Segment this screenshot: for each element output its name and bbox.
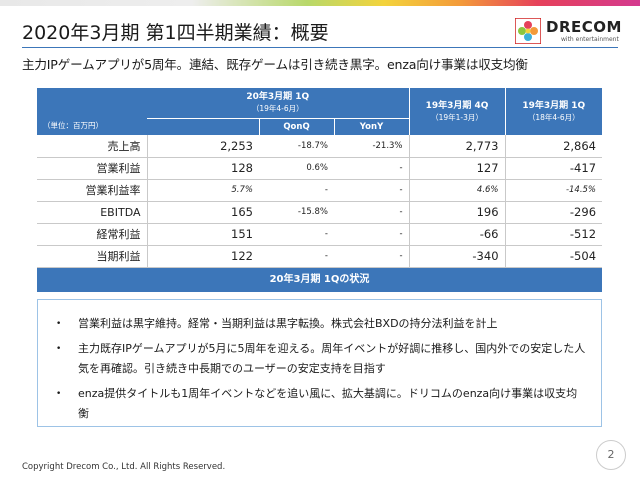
prev-year-value: -504 (504, 245, 603, 268)
row-label: 売上高 (37, 135, 147, 158)
current-value: 5.7% (146, 179, 259, 202)
prev-year-value: -296 (504, 201, 603, 224)
yony-value: - (334, 223, 410, 246)
yony-value: -21.3% (334, 135, 410, 158)
header-prev-quarter-label: 19年3月期 4Q (425, 100, 489, 111)
status-bullet-box: 営業利益は黒字維持。経常・当期利益は黒字転換。株式会社BXDの持分法利益を計上 … (37, 299, 602, 427)
qonq-value: - (259, 179, 334, 202)
qonq-value: - (259, 245, 334, 268)
current-value: 122 (146, 245, 259, 268)
qonq-value: -15.8% (259, 201, 334, 224)
subheader-blank (147, 117, 259, 135)
prev-quarter-value: 2,773 (408, 135, 506, 158)
status-bullet: 営業利益は黒字維持。経常・当期利益は黒字転換。株式会社BXDの持分法利益を計上 (52, 314, 587, 334)
row-label: 経常利益 (37, 223, 147, 246)
qonq-value: 0.6% (259, 157, 334, 180)
prev-year-value: -417 (504, 157, 603, 180)
table-row: EBITDA 165 -15.8% - 196 -296 (37, 201, 603, 224)
header-prev-year: 19年3月期 1Q （18年4-6月） (504, 88, 603, 135)
qonq-value: -18.7% (259, 135, 334, 158)
table-row: 売上高 2,253 -18.7% -21.3% 2,773 2,864 (37, 135, 603, 158)
header-color-strip (0, 0, 640, 6)
prev-year-value: -14.5% (504, 179, 603, 202)
table-row: 営業利益 128 0.6% - 127 -417 (37, 157, 603, 180)
status-bullet: enza提供タイトルも1周年イベントなどを追い風に、拡大基調に。ドリコムのenz… (52, 384, 587, 424)
page-title: 2020年3月期 第1四半期業績：概要 (22, 22, 329, 44)
header-prev-year-period: （18年4-6月） (527, 112, 580, 122)
yony-value: - (334, 179, 410, 202)
row-label: 当期利益 (37, 245, 147, 268)
header-prev-quarter: 19年3月期 4Q （19年1-3月） (408, 88, 506, 135)
yony-value: - (334, 201, 410, 224)
page-subtitle: 主力IPゲームアプリが5周年。連結、既存ゲームは引き続き黒字。enza向け事業は… (22, 57, 528, 72)
current-value: 2,253 (146, 135, 259, 158)
table-row: 営業利益率 5.7% - - 4.6% -14.5% (37, 179, 603, 202)
row-label: EBITDA (37, 201, 147, 224)
financial-summary-table: （単位：百万円） 20年3月期 1Q （19年4-6月） 19年3月期 4Q （… (37, 88, 603, 268)
yony-value: - (334, 157, 410, 180)
prev-quarter-value: 127 (408, 157, 506, 180)
status-section-heading: 20年3月期 1Qの状況 (37, 268, 602, 292)
status-bullet: 主力既存IPゲームアプリが5月に5周年を迎える。周年イベントが好調に推移し、国内… (52, 339, 587, 379)
drecom-logo: DRECOM with entertainment (515, 18, 625, 46)
subheader-qonq: QonQ (258, 117, 334, 135)
flower-logo-icon (515, 18, 541, 44)
prev-year-value: 2,864 (504, 135, 603, 158)
copyright-notice: Copyright Drecom Co., Ltd. All Rights Re… (22, 462, 226, 472)
table-row: 経常利益 151 - - -66 -512 (37, 223, 603, 246)
yony-value: - (334, 245, 410, 268)
prev-quarter-value: 196 (408, 201, 506, 224)
header-current-quarter-period: （19年4-6月） (251, 103, 304, 113)
logo-wordmark: DRECOM (546, 18, 622, 36)
subheader-yony: YonY (333, 117, 410, 135)
current-value: 165 (146, 201, 259, 224)
header-current-quarter: 20年3月期 1Q （19年4-6月） (147, 88, 410, 118)
qonq-value: - (259, 223, 334, 246)
current-value: 128 (146, 157, 259, 180)
table-row: 当期利益 122 - - -340 -504 (37, 245, 603, 268)
current-value: 151 (146, 223, 259, 246)
title-underline (22, 47, 618, 48)
header-prev-quarter-period: （19年1-3月） (431, 112, 483, 122)
table-subheader-row: QonQ YonY (37, 117, 602, 135)
logo-tagline: with entertainment (561, 36, 619, 43)
row-label: 営業利益 (37, 157, 147, 180)
header-current-quarter-label: 20年3月期 1Q (246, 91, 310, 102)
row-label: 営業利益率 (37, 179, 147, 202)
prev-quarter-value: -340 (408, 245, 506, 268)
prev-quarter-value: 4.6% (408, 179, 506, 202)
page-number: 2 (596, 440, 626, 470)
prev-year-value: -512 (504, 223, 603, 246)
header-prev-year-label: 19年3月期 1Q (522, 100, 586, 111)
table-header-row: （単位：百万円） 20年3月期 1Q （19年4-6月） 19年3月期 4Q （… (37, 88, 603, 135)
unit-label: （単位：百万円） (37, 88, 147, 135)
prev-quarter-value: -66 (408, 223, 506, 246)
